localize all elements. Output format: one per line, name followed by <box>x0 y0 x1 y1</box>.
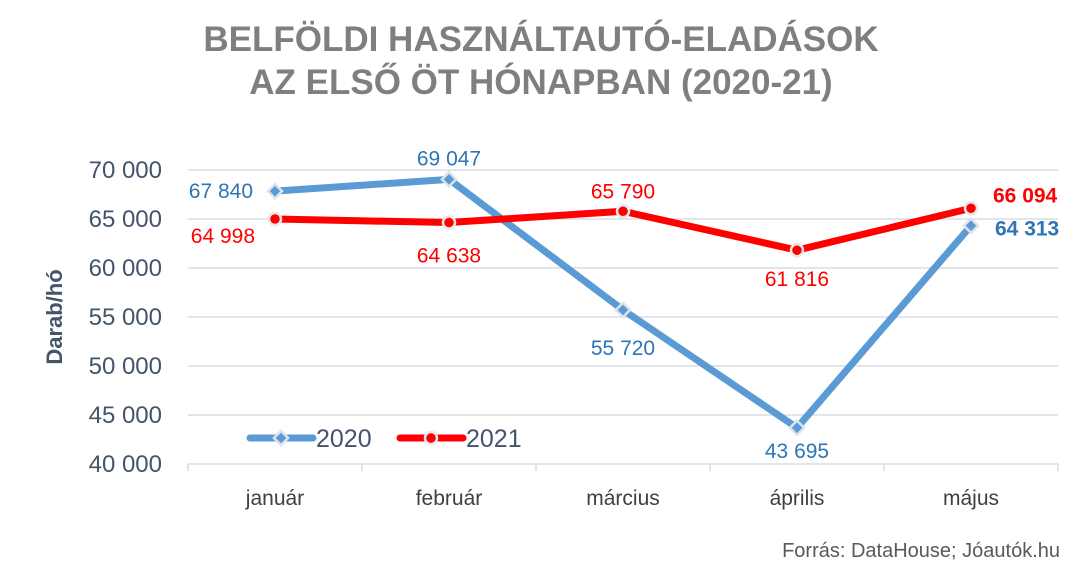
source-note: Forrás: DataHouse; Jóautók.hu <box>782 540 1060 562</box>
chart-title-line-2: AZ ELSŐ ÖT HÓNAPBAN (2020-21) <box>249 63 833 102</box>
data-label-2021: 65 790 <box>591 180 655 203</box>
chart-title-line-1: BELFÖLDI HASZNÁLTAUTÓ-ELADÁSOK <box>203 20 879 59</box>
data-point-2020 <box>788 418 806 437</box>
x-tick-label: április <box>770 487 825 510</box>
legend-label-2021: 2021 <box>466 425 522 453</box>
data-label-2021: 66 094 <box>993 184 1058 207</box>
data-point-2021 <box>789 242 805 258</box>
x-tick-label: március <box>586 487 660 510</box>
x-tick-label: május <box>943 487 999 510</box>
data-point-2020 <box>440 170 458 189</box>
data-point-2021 <box>963 201 979 216</box>
data-label-2021: 61 816 <box>765 268 829 291</box>
y-axis-label: Darab/hó <box>42 269 67 364</box>
data-point-2020 <box>962 216 980 235</box>
chart-title: BELFÖLDI HASZNÁLTAUTÓ-ELADÁSOK AZ ELSŐ Ö… <box>0 18 1082 104</box>
data-label-2020: 55 720 <box>591 337 655 360</box>
x-tick-label: január <box>245 487 304 510</box>
y-tick-label: 45 000 <box>89 402 162 429</box>
data-label-2021: 64 998 <box>191 225 255 248</box>
data-point-2021 <box>267 211 283 227</box>
y-tick-label: 70 000 <box>89 157 162 184</box>
y-tick-label: 50 000 <box>89 353 162 380</box>
data-label-2020: 67 840 <box>189 180 253 203</box>
legend-marker-2021 <box>423 430 439 446</box>
data-label-2020: 43 695 <box>765 440 829 463</box>
data-label-2020: 69 047 <box>417 147 481 170</box>
y-tick-label: 65 000 <box>89 206 162 233</box>
data-label-2021: 64 638 <box>417 245 481 268</box>
data-label-2020: 64 313 <box>995 218 1059 241</box>
data-point-2021 <box>441 215 457 230</box>
y-tick-label: 55 000 <box>89 304 162 331</box>
data-point-2020 <box>614 301 632 319</box>
x-tick-label: február <box>416 487 483 510</box>
data-point-2020 <box>266 182 284 201</box>
legend-label-2020: 2020 <box>316 425 372 453</box>
y-tick-label: 60 000 <box>89 255 162 282</box>
legend-marker-2020 <box>272 429 290 447</box>
data-point-2021 <box>615 204 631 219</box>
y-tick-label: 40 000 <box>89 451 162 478</box>
